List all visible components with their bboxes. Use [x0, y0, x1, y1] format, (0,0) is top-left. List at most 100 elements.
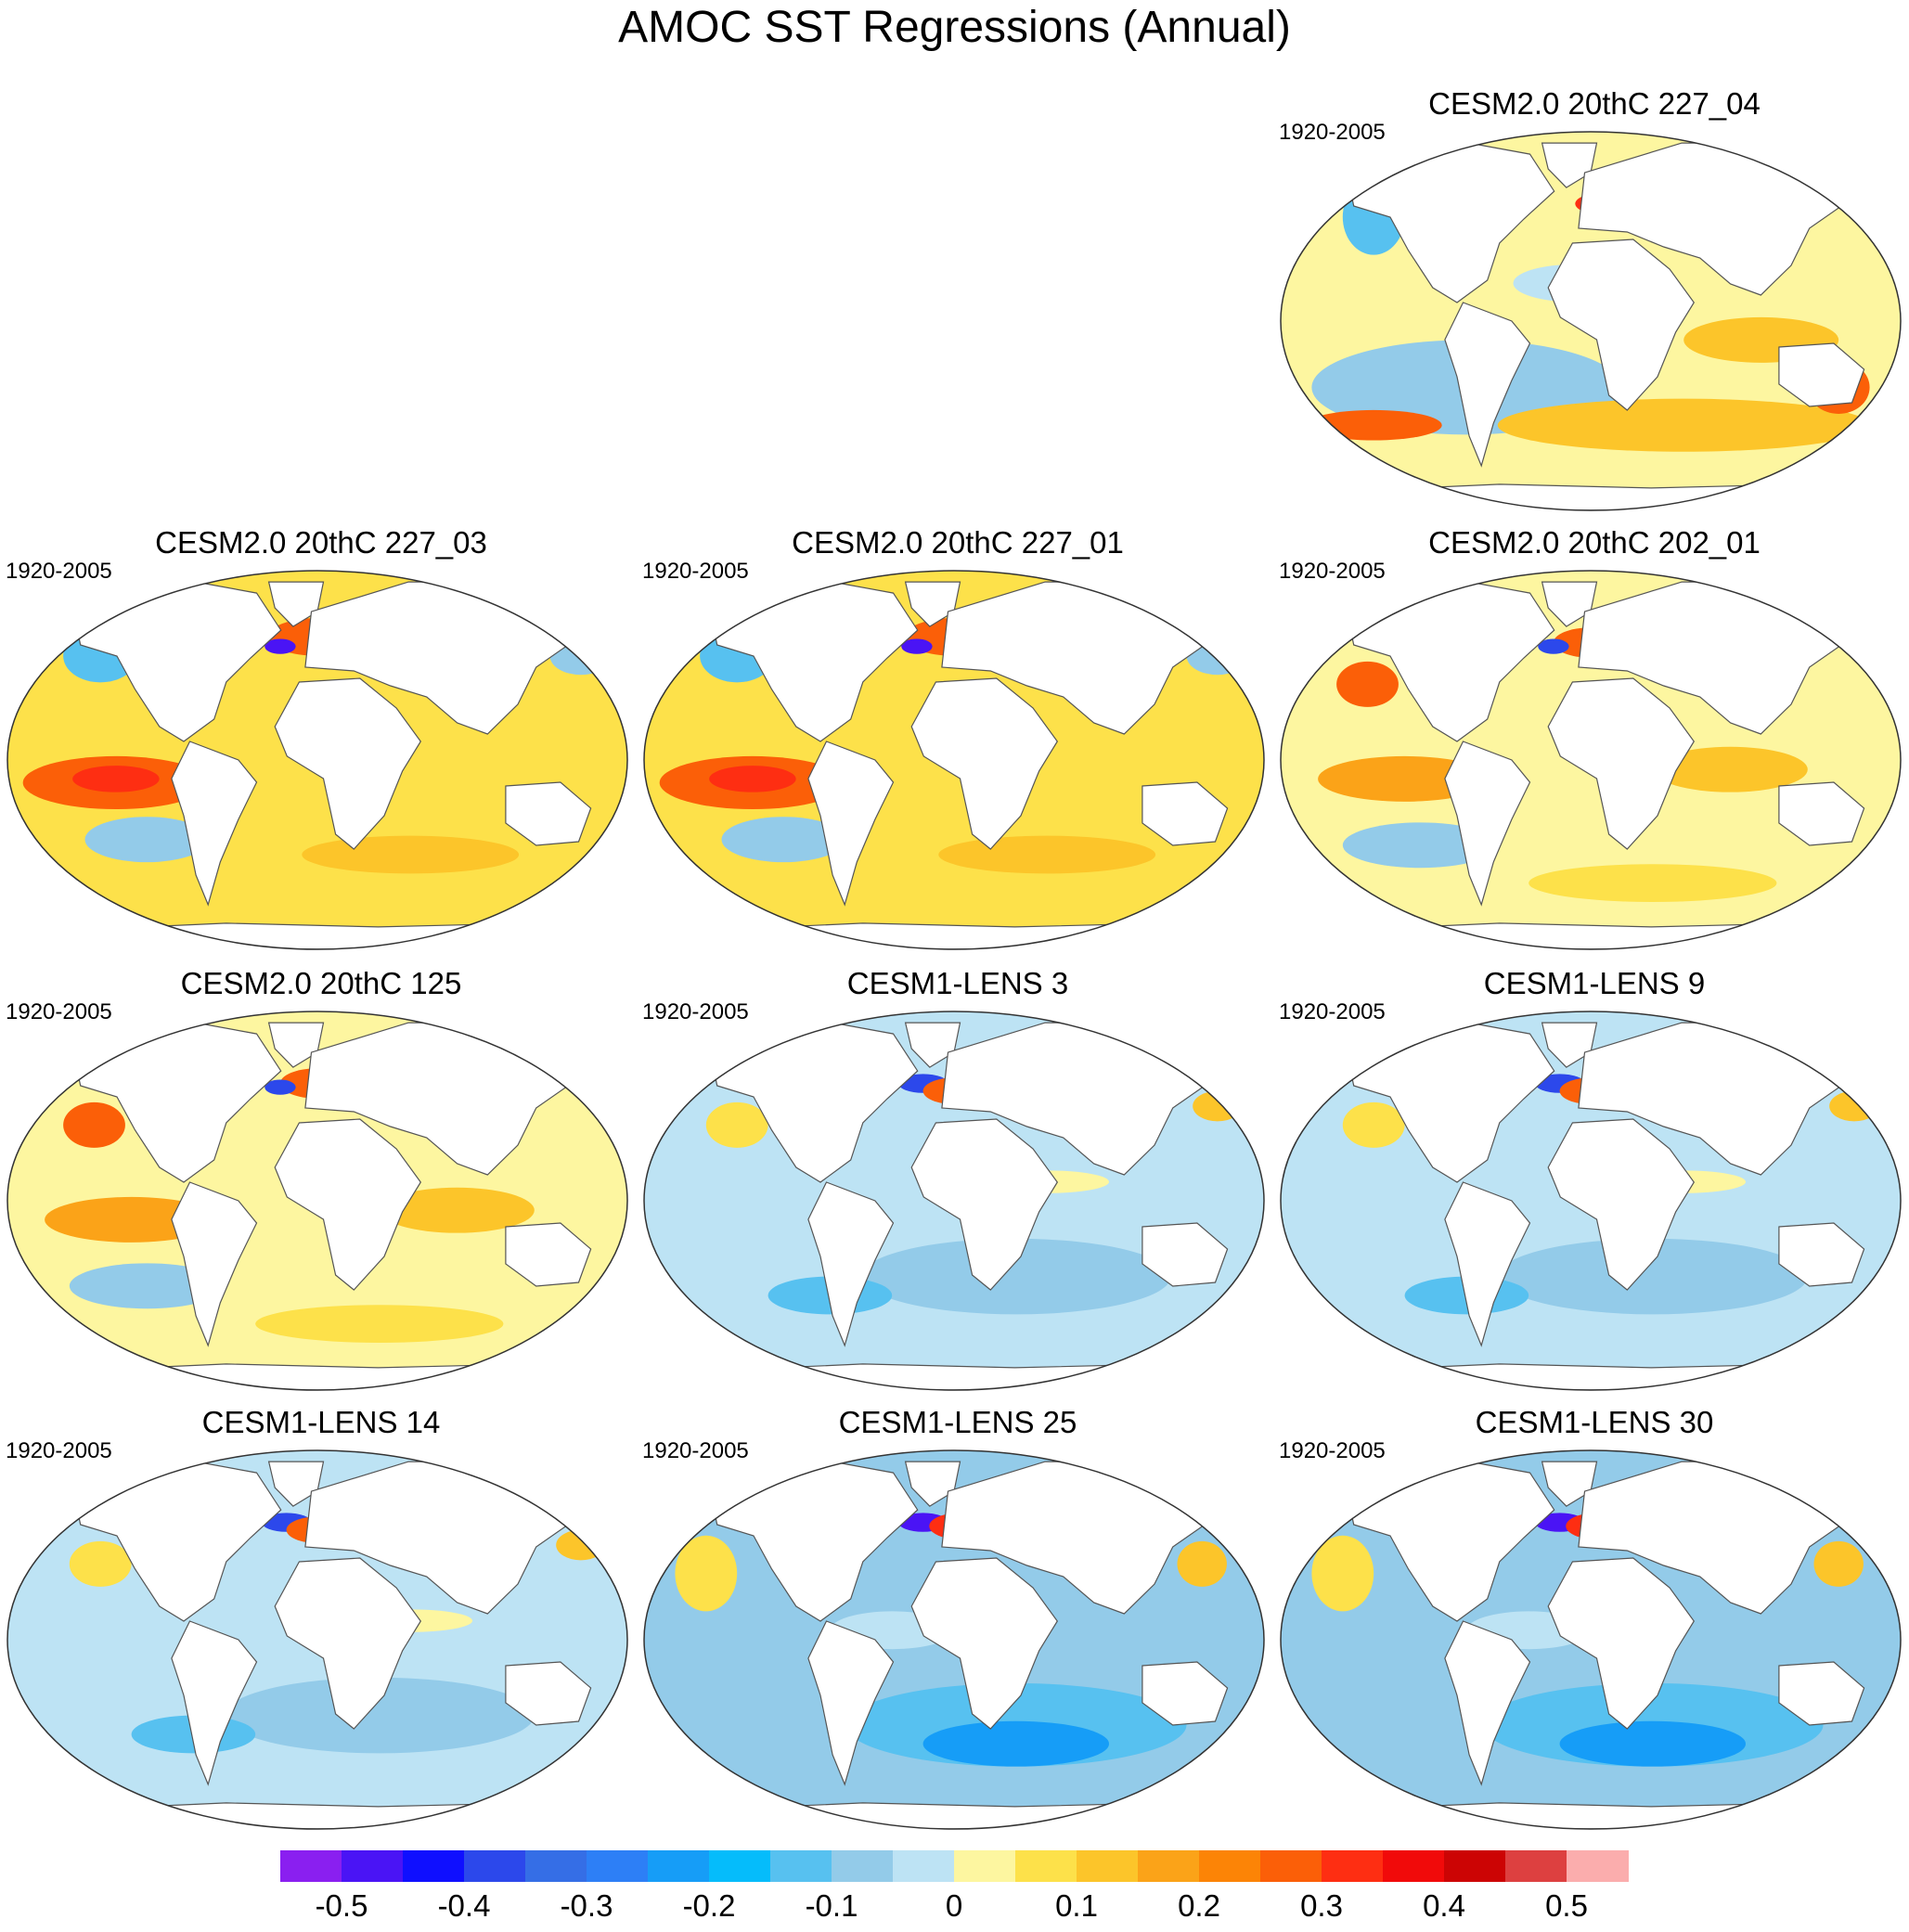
- panel-title: CESM2.0 20thC 202_01: [1428, 525, 1761, 560]
- continent-landmass: [274, 1118, 422, 1291]
- colorbar-swatch: [587, 1850, 649, 1882]
- panel-period-label: 1920-2005: [1279, 1438, 1386, 1463]
- colorbar-swatch: [464, 1850, 526, 1882]
- colorbar-swatch: [1015, 1850, 1077, 1882]
- sst-anomaly-region: [264, 638, 296, 654]
- sst-anomaly-region: [1813, 1540, 1864, 1587]
- continent-landmass: [1778, 1661, 1865, 1726]
- continent-landmass: [505, 781, 592, 846]
- continent-landmass: [171, 741, 258, 907]
- colorbar-swatch: [1077, 1850, 1139, 1882]
- sst-regression-map: [1280, 1011, 1902, 1391]
- continent-landmass: [695, 1363, 1213, 1390]
- sst-regression-map: [1280, 570, 1902, 950]
- colorbar-tick-label: -0.2: [682, 1888, 736, 1923]
- sst-anomaly-region: [1829, 1090, 1879, 1122]
- continent-landmass: [695, 922, 1213, 949]
- continent-landmass: [1547, 1557, 1696, 1730]
- sst-regression-map: [6, 1011, 628, 1391]
- panel-period-label: 1920-2005: [642, 999, 749, 1024]
- sst-anomaly-region: [1652, 746, 1808, 792]
- panel-period-label: 1920-2005: [6, 999, 112, 1024]
- continent-landmass: [1541, 142, 1598, 188]
- map-boundary: [6, 570, 628, 950]
- colorbar-tick-label: -0.5: [315, 1888, 368, 1923]
- continent-landmass: [58, 922, 576, 949]
- sst-regression-map: [6, 1449, 628, 1830]
- continent-landmass: [58, 1363, 576, 1390]
- continent-landmass: [274, 677, 422, 850]
- continent-landmass: [1541, 581, 1598, 627]
- sst-anomaly-region: [69, 1263, 225, 1309]
- colorbar-swatch: [403, 1850, 465, 1882]
- map-boundary: [643, 570, 1265, 950]
- colorbar: -0.5 -0.4 -0.3 -0.2 -0.1 0 0.1 0.2 0.3 0.4 0.5: [280, 1850, 1629, 1925]
- sst-anomaly-region: [721, 817, 846, 863]
- continent-landmass: [1444, 1620, 1531, 1786]
- colorbar-swatch: [709, 1850, 771, 1882]
- colorbar-swatch: [1199, 1850, 1261, 1882]
- colorbar-tick-label: 0.5: [1545, 1888, 1588, 1923]
- colorbar-tick-label: -0.1: [805, 1888, 858, 1923]
- colorbar-swatch: [1505, 1850, 1567, 1882]
- sst-anomaly-region: [556, 1529, 606, 1561]
- sst-anomaly-region: [255, 1305, 504, 1343]
- continent-landmass: [1541, 1022, 1598, 1068]
- sst-anomaly-region: [72, 766, 160, 792]
- panel-period-label: 1920-2005: [642, 1438, 749, 1463]
- sst-anomaly-region: [675, 1535, 738, 1612]
- panel-period-label: 1920-2005: [1279, 120, 1386, 145]
- map-panel: CESM1-LENS 14 1920-2005: [6, 1404, 637, 1840]
- continent-landmass: [807, 1620, 895, 1786]
- continent-landmass: [505, 1661, 592, 1726]
- sst-regression-map: [643, 1011, 1265, 1391]
- continent-landmass: [904, 581, 961, 627]
- continent-landmass: [1541, 1461, 1598, 1507]
- map-boundary: [6, 1011, 628, 1391]
- colorbar-swatch: [1567, 1850, 1629, 1882]
- continent-landmass: [807, 741, 895, 907]
- map-panel: CESM1-LENS 3 1920-2005: [642, 965, 1273, 1401]
- map-panel: CESM1-LENS 25 1920-2005: [642, 1404, 1273, 1840]
- panel-title: CESM2.0 20thC 227_01: [792, 525, 1124, 560]
- sst-anomaly-region: [1177, 1540, 1227, 1587]
- map-boundary: [1280, 1449, 1902, 1830]
- continent-landmass: [274, 1557, 422, 1730]
- continent-landmass: [1778, 1222, 1865, 1287]
- panel-period-label: 1920-2005: [6, 559, 112, 584]
- sst-regression-map: [643, 1449, 1265, 1830]
- continent-landmass: [695, 1802, 1213, 1829]
- colorbar-tick-label: 0.2: [1178, 1888, 1220, 1923]
- panel-period-label: 1920-2005: [642, 559, 749, 584]
- sst-anomaly-region: [84, 817, 210, 863]
- sst-anomaly-region: [1342, 822, 1498, 869]
- continent-landmass: [910, 1557, 1059, 1730]
- continent-landmass: [171, 1620, 258, 1786]
- map-panel: CESM1-LENS 30 1920-2005: [1279, 1404, 1909, 1840]
- panel-title: CESM1-LENS 9: [1483, 966, 1706, 1000]
- continent-landmass: [1778, 342, 1865, 407]
- panel-title: CESM2.0 20thC 227_04: [1428, 86, 1761, 121]
- map-panel: CESM2.0 20thC 227_03 1920-2005: [6, 524, 637, 960]
- colorbar-tick-label: -0.4: [437, 1888, 491, 1923]
- sst-anomaly-region: [264, 1079, 296, 1095]
- colorbar-swatch: [832, 1850, 894, 1882]
- continent-landmass: [267, 1461, 325, 1507]
- panel-title: CESM2.0 20thC 227_03: [155, 525, 487, 560]
- colorbar-swatch: [525, 1850, 587, 1882]
- figure-title: AMOC SST Regressions (Annual): [618, 3, 1291, 52]
- continent-landmass: [1142, 781, 1229, 846]
- colorbar-tick-label: -0.3: [560, 1888, 613, 1923]
- colorbar-swatch: [1138, 1850, 1200, 1882]
- sst-anomaly-region: [1559, 1720, 1746, 1767]
- continent-landmass: [1444, 741, 1531, 907]
- colorbar-tick-label: 0.1: [1055, 1888, 1098, 1923]
- sst-regression-map: [6, 570, 628, 950]
- sst-anomaly-region: [45, 1196, 219, 1243]
- sst-anomaly-region: [63, 1101, 125, 1148]
- sst-anomaly-region: [1318, 755, 1492, 802]
- continent-landmass: [1547, 1118, 1696, 1291]
- colorbar-swatch: [280, 1850, 342, 1882]
- sst-regression-map: [1280, 131, 1902, 511]
- colorbar-tick-label: 0.3: [1300, 1888, 1343, 1923]
